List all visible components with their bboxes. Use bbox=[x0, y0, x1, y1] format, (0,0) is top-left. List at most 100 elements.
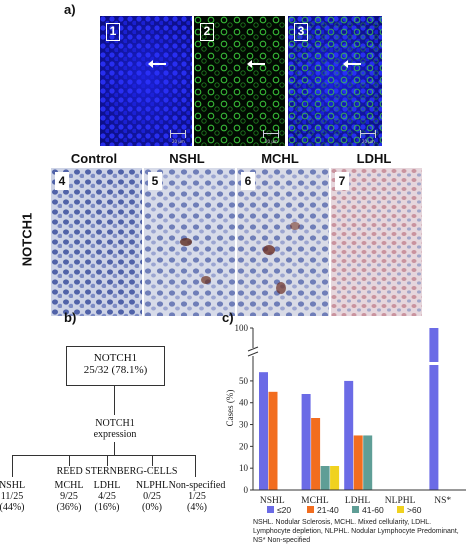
scale-label-3: 20 μm bbox=[362, 139, 375, 144]
panel-number-6: 6 bbox=[241, 172, 255, 190]
scale-bar-2 bbox=[263, 130, 279, 138]
connector-top bbox=[114, 385, 115, 415]
connector-mid bbox=[114, 442, 115, 455]
scale-label-1: 20 μm bbox=[172, 139, 185, 144]
leaf-name: LDHL bbox=[93, 480, 121, 491]
x-category-label: MCHL bbox=[301, 496, 329, 506]
leaf-pct: (36%) bbox=[56, 502, 82, 513]
legend-label: 41-60 bbox=[362, 505, 384, 515]
arrow-marker-1 bbox=[148, 60, 166, 68]
panel-number-1: 1 bbox=[106, 23, 120, 41]
legend-swatch bbox=[397, 506, 404, 513]
bar-ldhl-1 bbox=[353, 435, 363, 490]
axis-break-gap bbox=[249, 348, 257, 356]
bar-ldhl-2 bbox=[363, 435, 373, 490]
connector-horizontal bbox=[12, 455, 195, 456]
x-category-label: NSHL bbox=[260, 496, 285, 506]
column-title-control: Control bbox=[70, 151, 118, 166]
bar-mchl-0 bbox=[301, 394, 311, 490]
column-title-mchl: MCHL bbox=[261, 151, 299, 166]
ihc-mchl-micrograph bbox=[237, 168, 329, 316]
panel-number-4: 4 bbox=[55, 172, 69, 190]
scale-bar-3 bbox=[360, 130, 376, 138]
y-tick-label: 40 bbox=[239, 398, 249, 408]
leaf-non-specified: Non-specified 1/25 (4%) bbox=[168, 480, 226, 513]
x-category-label: NLPHL bbox=[385, 496, 416, 506]
panel-number-5: 5 bbox=[148, 172, 162, 190]
leaf-pct: (44%) bbox=[0, 502, 25, 513]
legend-swatch bbox=[267, 506, 274, 513]
ihc-nshl-micrograph bbox=[144, 168, 235, 316]
chart-footnote: NSHL. Nodular Sclerosis, MCHL. Mixed cel… bbox=[253, 519, 459, 544]
legend-swatch bbox=[307, 506, 314, 513]
connector-leaf-5 bbox=[195, 455, 196, 477]
panel-number-3: 3 bbox=[294, 23, 308, 41]
panel-number-7: 7 bbox=[335, 172, 349, 190]
bar-ns-0 bbox=[429, 328, 439, 490]
leaf-ratio: 4/25 bbox=[98, 491, 116, 502]
x-category-label: LDHL bbox=[345, 496, 371, 506]
leaf-name: NSHL bbox=[0, 480, 26, 491]
x-category-label: NS* bbox=[434, 496, 451, 506]
arrow-marker-3 bbox=[343, 60, 361, 68]
y-tick-label: 100 bbox=[235, 323, 249, 333]
connector-leaf-1 bbox=[12, 455, 13, 477]
leaf-pct: (4%) bbox=[187, 502, 207, 513]
y-tick-label: 30 bbox=[239, 420, 249, 430]
legend-swatch bbox=[352, 506, 359, 513]
y-tick-label: 50 bbox=[239, 376, 249, 386]
arrow-marker-2 bbox=[247, 60, 265, 68]
notch1-total-box: NOTCH1 25/32 (78.1%) bbox=[66, 346, 165, 386]
dapi-micrograph bbox=[100, 16, 192, 146]
leaf-ratio: 1/25 bbox=[188, 491, 206, 502]
leaf-pct: (16%) bbox=[94, 502, 120, 513]
axis-break-mark bbox=[247, 346, 259, 352]
leaf-nlphl: NLPHL 0/25 (0%) bbox=[130, 480, 174, 513]
cases-bar-chart: Cases (%) 0 10 20 30 40 50 100 NSHL MCHL LDHL NLP… bbox=[225, 323, 466, 515]
column-title-ldhl: LDHL bbox=[356, 151, 392, 166]
bar-mchl-2 bbox=[320, 466, 330, 490]
ihc-row-label: NOTCH1 bbox=[19, 212, 35, 267]
leaf-name: NLPHL bbox=[135, 480, 169, 491]
leaf-nshl: NSHL 11/25 (44%) bbox=[0, 480, 30, 513]
y-tick-label: 0 bbox=[244, 485, 249, 495]
bar-nshl-0 bbox=[259, 372, 268, 490]
panel-label-a: a) bbox=[64, 2, 76, 17]
reed-sternberg-label: REED STERNBERG-CELLS bbox=[42, 466, 192, 477]
column-title-nshl: NSHL bbox=[169, 151, 205, 166]
bar-mchl-1 bbox=[311, 418, 321, 490]
bar-nshl-1 bbox=[268, 391, 278, 490]
leaf-name: Non-specified bbox=[168, 480, 226, 491]
panel-label-c: c) bbox=[222, 310, 234, 325]
leaf-ratio: 11/25 bbox=[0, 491, 24, 502]
bar-ldhl-0 bbox=[344, 380, 354, 490]
leaf-mchl: MCHL 9/25 (36%) bbox=[49, 480, 89, 513]
panel-label-b: b) bbox=[64, 310, 77, 325]
legend-label: 21-40 bbox=[317, 505, 339, 515]
leaf-ratio: 9/25 bbox=[60, 491, 78, 502]
notch1-expression-label: NOTCH1 expression bbox=[80, 418, 150, 440]
bar-break bbox=[428, 362, 440, 365]
notch1-box-ratio: 25/32 (78.1%) bbox=[83, 364, 148, 376]
notch1-box-title: NOTCH1 bbox=[93, 352, 138, 364]
scale-bar-1 bbox=[170, 130, 186, 138]
leaf-ratio: 0/25 bbox=[143, 491, 161, 502]
leaf-ldhl: LDHL 4/25 (16%) bbox=[88, 480, 126, 513]
axis-break-mark bbox=[247, 351, 259, 357]
leaf-pct: (0%) bbox=[142, 502, 162, 513]
y-axis-label: Cases (%) bbox=[225, 390, 235, 427]
y-tick-label: 20 bbox=[239, 441, 249, 451]
scale-label-2: 20 μm bbox=[265, 139, 278, 144]
notch1-fluorescence-micrograph bbox=[194, 16, 285, 146]
ihc-ldhl-micrograph bbox=[331, 168, 422, 316]
merged-micrograph bbox=[288, 16, 382, 146]
legend-label: >60 bbox=[407, 505, 422, 515]
expression-label-line1: NOTCH1 bbox=[95, 418, 135, 429]
leaf-name: MCHL bbox=[54, 480, 84, 491]
panel-number-2: 2 bbox=[200, 23, 214, 41]
expression-label-line2: expression bbox=[93, 429, 137, 440]
legend-label: ≤20 bbox=[277, 505, 291, 515]
y-tick-label: 10 bbox=[239, 463, 249, 473]
bar-mchl-3 bbox=[330, 466, 340, 490]
ihc-control-micrograph bbox=[51, 168, 142, 316]
